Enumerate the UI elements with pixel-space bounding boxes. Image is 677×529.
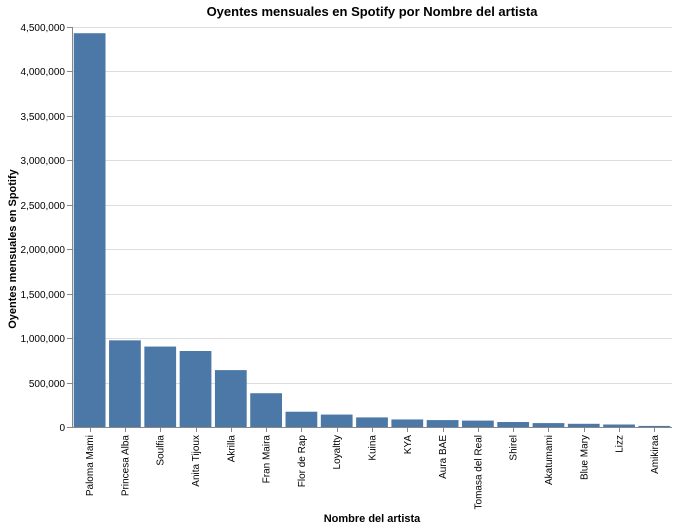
bar[interactable] bbox=[638, 425, 671, 427]
y-axis-title: Oyentes mensuales en Spotify bbox=[7, 168, 19, 328]
bar[interactable] bbox=[250, 393, 282, 427]
y-axis: 0 500,000 1,000,000 1,500,000 2,000,000 2,500… bbox=[21, 23, 73, 434]
x-tick-label: Loyaltty bbox=[332, 435, 343, 469]
y-tick-label: 2,000,000 bbox=[21, 245, 66, 256]
bar[interactable] bbox=[391, 419, 424, 427]
y-tick-label: 3,000,000 bbox=[21, 156, 66, 167]
y-tick-label: 4,500,000 bbox=[21, 23, 66, 34]
y-tick-label: 2,500,000 bbox=[21, 201, 66, 212]
bar[interactable] bbox=[603, 424, 635, 427]
y-tick-label: 3,500,000 bbox=[21, 112, 66, 123]
y-tick-label: 0 bbox=[59, 423, 65, 434]
y-tick-label: 1,500,000 bbox=[21, 290, 66, 301]
y-tick-label: 1,000,000 bbox=[21, 334, 66, 345]
y-tick-label: 4,000,000 bbox=[21, 67, 66, 78]
x-tick-label: Kuina bbox=[368, 435, 379, 461]
bar[interactable] bbox=[109, 340, 141, 427]
x-tick-label: KYA bbox=[403, 435, 414, 455]
y-tick-label: 500,000 bbox=[29, 379, 66, 390]
x-tick-label: Shirel bbox=[509, 435, 520, 461]
bar[interactable] bbox=[356, 417, 388, 427]
bar[interactable] bbox=[532, 423, 565, 427]
x-tick-label: Fran Maira bbox=[262, 435, 273, 484]
x-tick-label: Akatumami bbox=[544, 435, 555, 485]
x-tick-label: Lizz bbox=[615, 435, 626, 453]
x-tick-label: Soulfia bbox=[156, 435, 167, 466]
x-tick-label: Paloma Mami bbox=[85, 435, 96, 496]
bar[interactable] bbox=[320, 414, 353, 427]
x-tick-label: Amikiraa bbox=[650, 435, 661, 474]
x-axis: Paloma Mami Princesa Alba Soulfia Anita Tij… bbox=[72, 427, 672, 509]
bar[interactable] bbox=[285, 411, 318, 427]
bar[interactable] bbox=[73, 33, 106, 427]
bar[interactable] bbox=[567, 423, 600, 427]
x-tick-label: Akrilla bbox=[226, 435, 237, 463]
x-axis-title: Nombre del artista bbox=[324, 513, 421, 525]
x-tick-label: Flor de Rap bbox=[297, 435, 308, 488]
bars-layer bbox=[73, 33, 671, 427]
bar[interactable] bbox=[179, 351, 212, 427]
bar[interactable] bbox=[426, 420, 459, 427]
bar[interactable] bbox=[144, 346, 177, 427]
x-tick-label: Princesa Alba bbox=[120, 435, 131, 497]
x-tick-label: Anita Tijoux bbox=[191, 435, 202, 487]
bar[interactable] bbox=[214, 370, 247, 427]
x-tick-label: Aura BAE bbox=[438, 435, 449, 479]
bar[interactable] bbox=[462, 420, 494, 427]
x-tick-label: Tomasa del Real bbox=[473, 435, 484, 509]
chart-title: Oyentes mensuales en Spotify por Nombre … bbox=[207, 4, 539, 19]
bar[interactable] bbox=[497, 422, 530, 427]
x-tick-label: Blue Mary bbox=[579, 435, 590, 480]
